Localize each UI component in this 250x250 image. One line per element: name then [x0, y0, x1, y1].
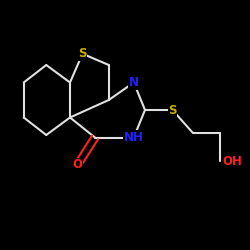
Text: OH: OH	[222, 155, 242, 168]
Text: NH: NH	[124, 131, 144, 144]
Text: N: N	[129, 76, 139, 89]
Text: S: S	[168, 104, 177, 117]
Text: O: O	[72, 158, 83, 172]
Text: S: S	[78, 47, 87, 60]
